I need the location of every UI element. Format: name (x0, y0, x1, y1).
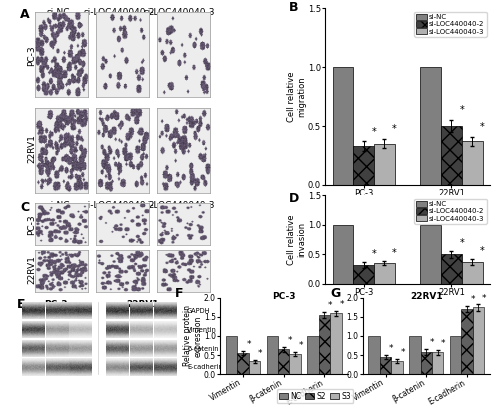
Text: B: B (288, 1, 298, 14)
Bar (472, 307, 484, 374)
Bar (432, 352, 444, 374)
Text: PC-3: PC-3 (28, 214, 36, 235)
Legend: si-NC, si-LOC440040-2, si-LOC440040-3: si-NC, si-LOC440040-2, si-LOC440040-3 (414, 199, 486, 224)
Text: si-NC: si-NC (108, 308, 126, 314)
Bar (332, 225, 353, 284)
Text: C: C (20, 201, 29, 215)
Bar (441, 126, 462, 185)
Text: 22RV1: 22RV1 (28, 255, 36, 284)
Bar (330, 313, 342, 374)
Bar (450, 336, 461, 374)
Text: β-catenin: β-catenin (187, 346, 218, 351)
Text: PC-3: PC-3 (272, 292, 295, 301)
Text: S3: S3 (160, 308, 169, 314)
Text: *: * (340, 300, 344, 309)
Bar (420, 67, 441, 185)
Text: G: G (330, 286, 341, 300)
Text: *: * (328, 301, 332, 310)
Text: *: * (372, 127, 376, 136)
Text: S3: S3 (76, 308, 84, 314)
Text: *: * (460, 238, 464, 248)
Bar (374, 144, 394, 185)
Text: PC-3: PC-3 (28, 45, 36, 66)
Text: *: * (480, 247, 485, 256)
Text: si-LOC440040-2: si-LOC440040-2 (83, 8, 154, 17)
Text: *: * (372, 249, 376, 259)
Text: S2: S2 (136, 308, 145, 314)
Bar (318, 315, 330, 374)
Text: si-NC: si-NC (46, 201, 70, 210)
Text: si-LOC440040-3: si-LOC440040-3 (144, 201, 216, 210)
Text: E-cadherin: E-cadherin (187, 364, 223, 370)
Bar (462, 262, 482, 284)
Bar (307, 336, 318, 374)
Bar (380, 357, 392, 374)
Text: si-NC: si-NC (25, 308, 42, 314)
Text: *: * (470, 295, 475, 304)
Bar (420, 225, 441, 284)
Text: *: * (298, 341, 303, 350)
Text: *: * (400, 348, 405, 357)
Text: A: A (20, 8, 30, 21)
Text: *: * (430, 338, 434, 347)
Bar (374, 263, 394, 284)
Text: F: F (176, 286, 184, 300)
Text: *: * (480, 122, 485, 132)
Text: GAPDH: GAPDH (187, 307, 210, 314)
Text: E: E (17, 298, 25, 311)
Bar (266, 336, 278, 374)
Bar (462, 141, 482, 185)
Legend: si-NC, si-LOC440040-2, si-LOC440040-3: si-NC, si-LOC440040-2, si-LOC440040-3 (414, 12, 486, 37)
Bar (278, 349, 289, 374)
Bar (249, 361, 260, 374)
Y-axis label: Cell relative
invasion: Cell relative invasion (287, 214, 306, 265)
Text: *: * (482, 293, 486, 302)
Bar (461, 309, 472, 374)
Text: *: * (246, 340, 251, 349)
Bar (420, 352, 432, 374)
Text: si-LOC440040-3: si-LOC440040-3 (144, 8, 216, 17)
Text: S2: S2 (54, 308, 62, 314)
Bar (353, 265, 374, 284)
Text: D: D (288, 192, 299, 205)
Text: *: * (258, 349, 262, 358)
Text: *: * (441, 339, 446, 348)
Text: *: * (287, 336, 292, 345)
Text: 22RV1: 22RV1 (28, 134, 36, 163)
Legend: NC, S2, S3: NC, S2, S3 (276, 390, 353, 403)
Bar (368, 336, 380, 374)
Text: 22RV1: 22RV1 (410, 292, 442, 301)
Bar (238, 353, 249, 374)
Text: *: * (392, 124, 397, 134)
Text: si-NC: si-NC (46, 8, 70, 17)
Bar (409, 336, 420, 374)
Bar (392, 361, 403, 374)
Bar (290, 354, 301, 374)
Bar (353, 146, 374, 185)
Y-axis label: Cell relative
migration: Cell relative migration (287, 72, 306, 122)
Text: *: * (389, 344, 394, 353)
Bar (441, 254, 462, 284)
Text: PC-3: PC-3 (44, 300, 68, 309)
Text: *: * (460, 106, 464, 115)
Text: Vimentin: Vimentin (187, 326, 217, 332)
Text: si-LOC440040-2: si-LOC440040-2 (83, 201, 154, 210)
Bar (332, 67, 353, 185)
Y-axis label: Relative protein
expression: Relative protein expression (183, 305, 203, 367)
Bar (226, 336, 237, 374)
Text: *: * (392, 248, 397, 258)
Text: 22RV1: 22RV1 (126, 300, 159, 309)
